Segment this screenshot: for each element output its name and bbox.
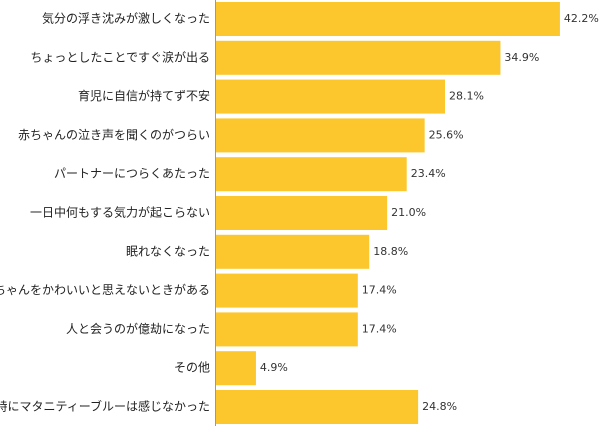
category-label: 眠れなくなった [126, 244, 210, 258]
bar [216, 2, 560, 36]
category-label: その他 [174, 361, 210, 375]
category-label: ちょっとしたことですぐ涙が出る [30, 49, 210, 64]
bar [216, 390, 419, 424]
category-label: 人と会うのが億劫になった [66, 321, 210, 336]
value-label: 18.8% [373, 245, 408, 258]
value-label: 4.9% [260, 361, 288, 374]
category-label: 育児に自信が持てず不安 [78, 88, 210, 103]
value-label: 25.6% [429, 128, 464, 141]
category-label: 一日中何もする気力が起こらない [30, 205, 210, 220]
value-label: 34.9% [504, 51, 539, 64]
category-label: 赤ちゃんの泣き声を聞くのがつらい [18, 127, 210, 142]
bar [216, 118, 425, 153]
bar [216, 79, 446, 114]
category-label: パートナーにつらくあたった [54, 167, 210, 181]
bar [216, 273, 358, 308]
bar [216, 234, 370, 269]
category-label: 気分の浮き沈みが激しくなった [42, 11, 210, 26]
bar [216, 351, 256, 386]
bar [216, 157, 407, 192]
value-label: 42.2% [564, 12, 599, 25]
value-label: 24.8% [422, 400, 457, 413]
value-label: 21.0% [391, 206, 426, 219]
bar [216, 196, 388, 230]
value-label: 17.4% [362, 284, 397, 297]
value-label: 17.4% [362, 322, 397, 335]
bar [216, 40, 501, 75]
category-label: 赤ちゃんをかわいいと思えないときがある [0, 282, 210, 297]
value-label: 23.4% [411, 167, 446, 180]
category-label: 特にマタニティーブルーは感じなかった [0, 399, 210, 414]
bar [216, 312, 358, 347]
value-label: 28.1% [449, 90, 484, 103]
